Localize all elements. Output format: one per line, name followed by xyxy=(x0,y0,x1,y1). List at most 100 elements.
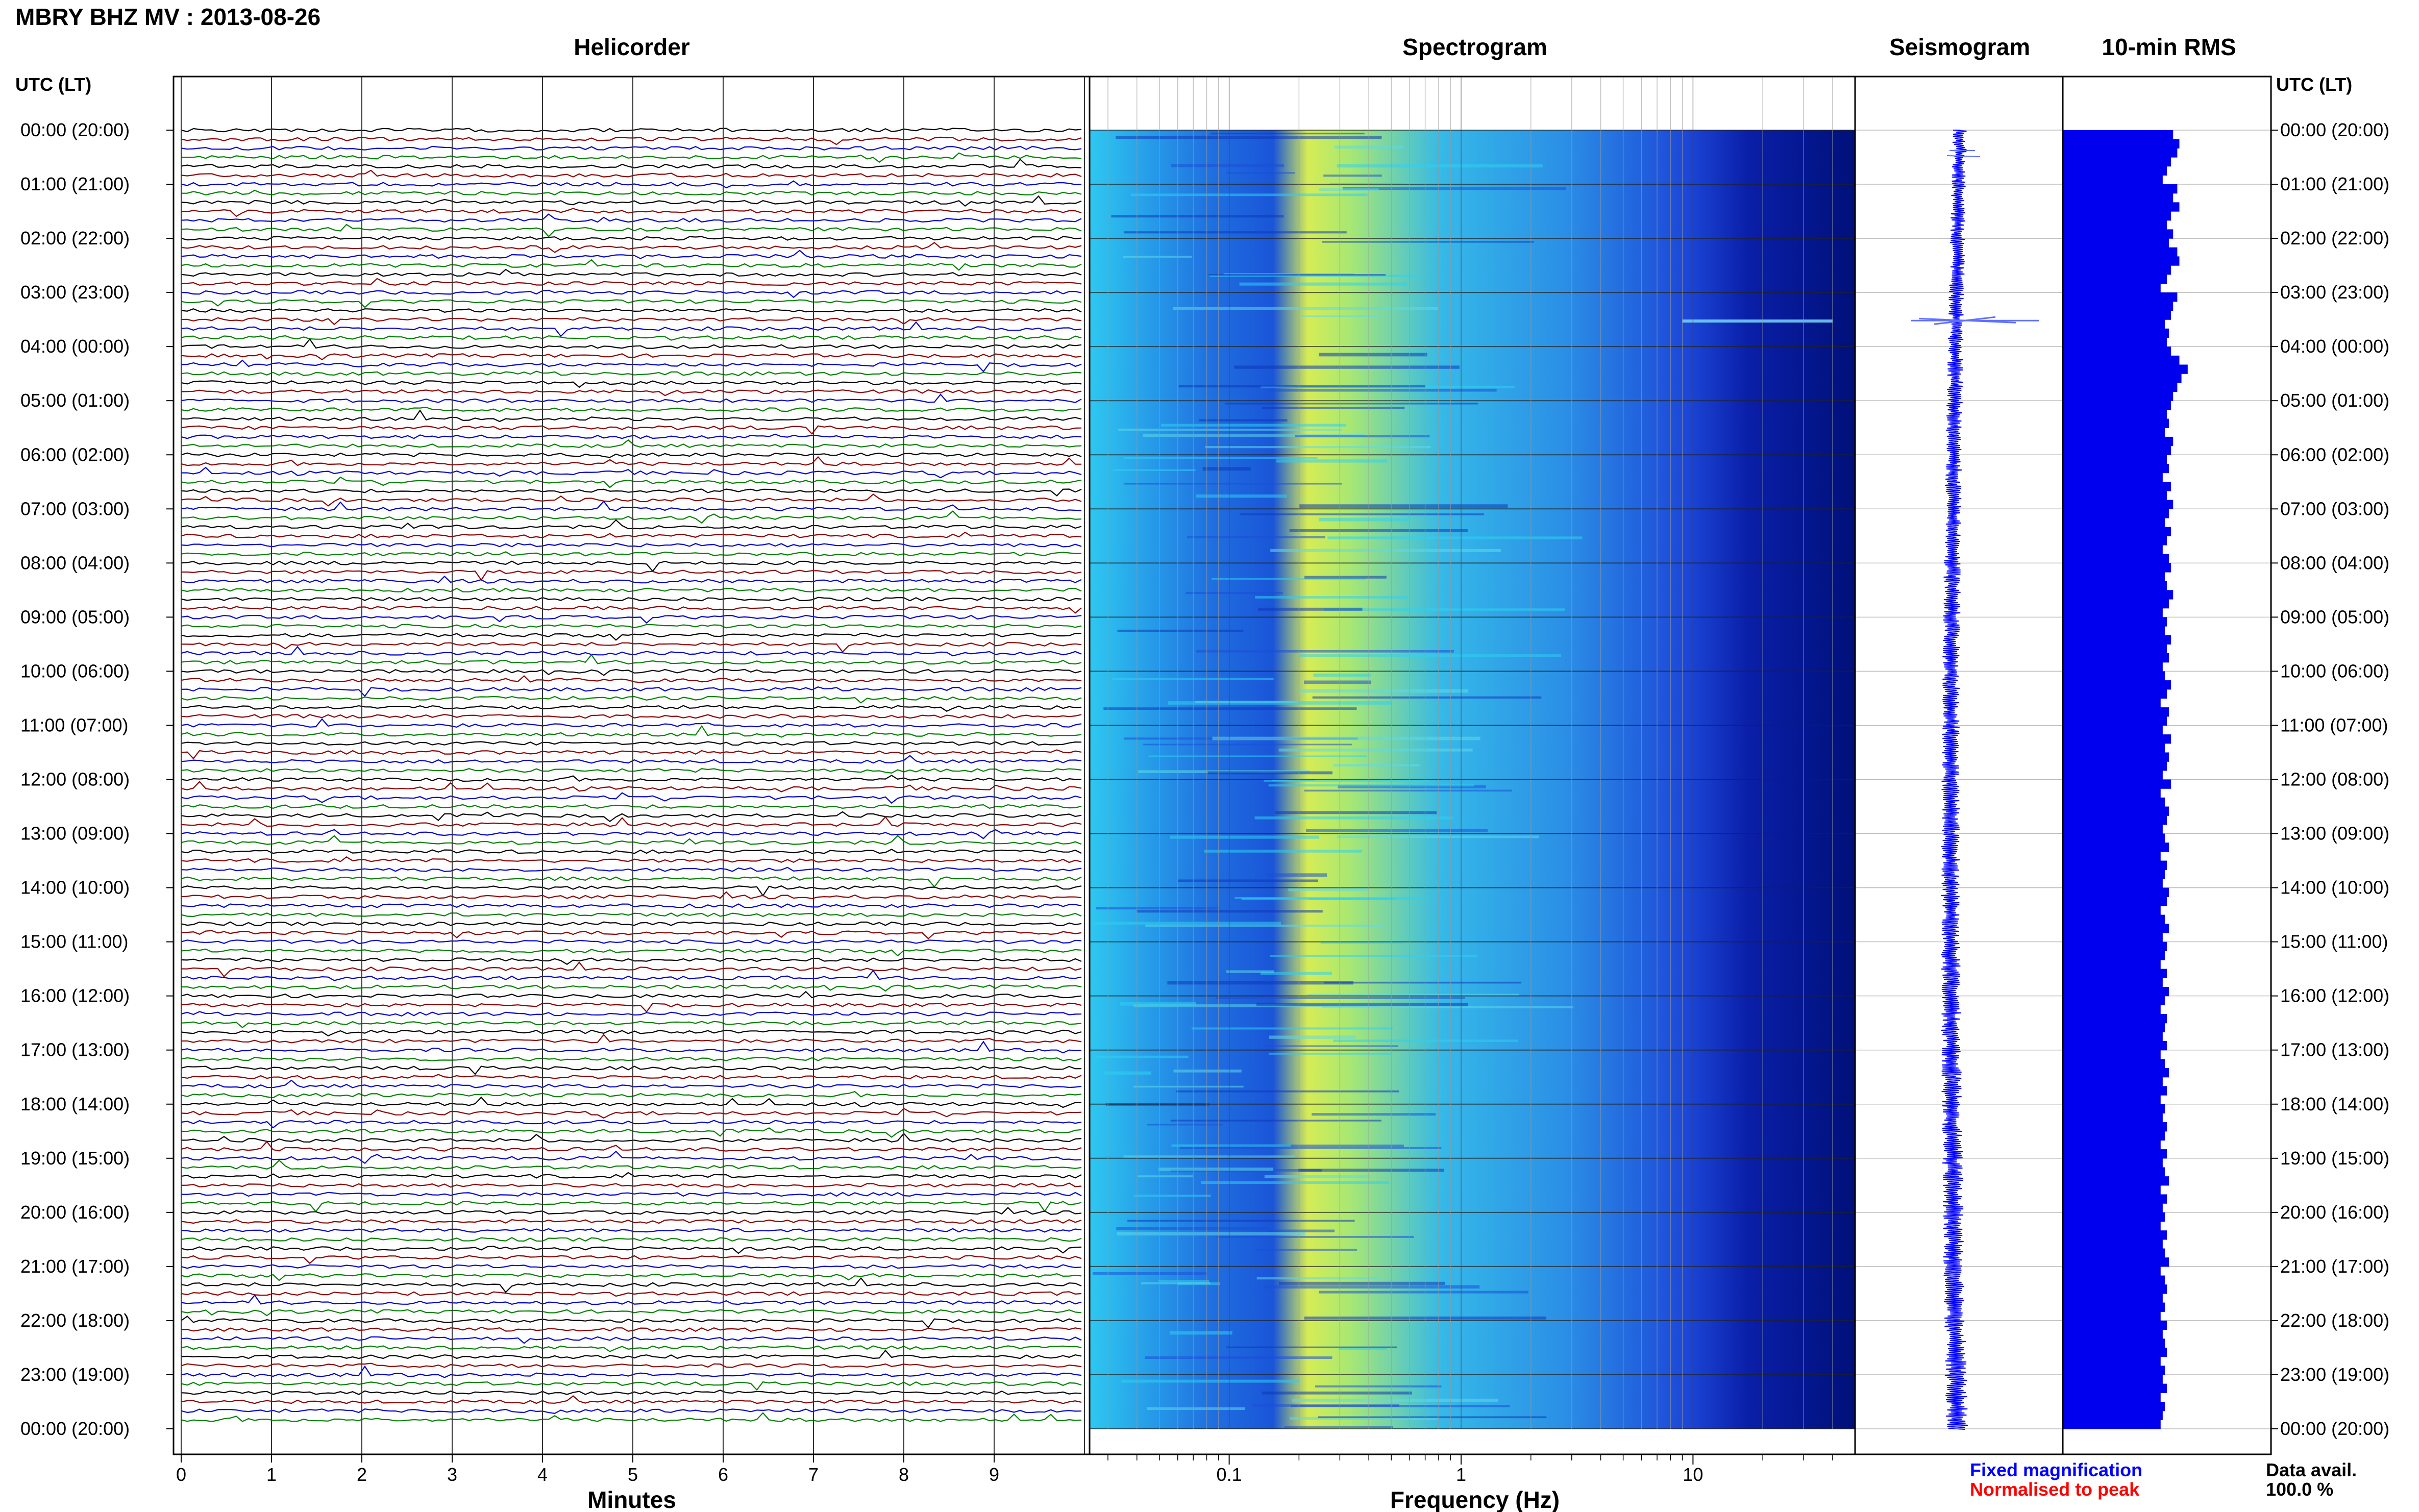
spectrogram-texture xyxy=(1208,274,1386,276)
time-tick-right: 16:00 (12:00) xyxy=(2280,985,2389,1006)
spectrogram-texture xyxy=(1195,701,1298,703)
rms-bar xyxy=(2063,401,2171,410)
rms-bar xyxy=(2063,1158,2163,1168)
time-tick-right: 00:00 (20:00) xyxy=(2280,1418,2389,1439)
helicorder-trace xyxy=(181,359,1082,373)
helicorder-trace xyxy=(181,775,1081,782)
rms-bar xyxy=(2063,455,2167,464)
rms-bar xyxy=(2063,897,2167,906)
axis-ticks: 00:00 (20:00) 00:00 (20:00) 01:00 (21:00) 0… xyxy=(20,119,2389,1485)
helicorder-trace xyxy=(181,551,1082,557)
rms-bar xyxy=(2063,996,2165,1005)
helicorder-trace xyxy=(181,1395,1082,1404)
rms-bar xyxy=(2063,1230,2167,1240)
spectrogram-texture xyxy=(1096,907,1220,910)
rms-bar xyxy=(2063,635,2171,645)
time-tick-left: 11:00 (07:00) xyxy=(20,714,128,735)
spectrogram-texture xyxy=(1145,924,1384,927)
rms-bar xyxy=(2063,761,2167,771)
helicorder-trace xyxy=(181,195,1082,207)
spectrogram-xlabel: Frequency (Hz) xyxy=(1390,1486,1560,1512)
spectrogram-texture xyxy=(1268,1229,1335,1232)
rms-bar xyxy=(2063,554,2169,563)
rms-bar xyxy=(2063,337,2167,347)
helicorder-trace xyxy=(181,169,1082,178)
seismogram-trace xyxy=(1911,130,2039,1430)
spectrogram-texture xyxy=(1235,897,1427,899)
helicorder-trace xyxy=(181,1079,1082,1088)
helicorder-trace xyxy=(181,569,1082,581)
time-tick-left: 16:00 (12:00) xyxy=(20,985,130,1006)
helicorder-trace xyxy=(181,1172,1082,1179)
rms-bar xyxy=(2063,544,2163,555)
helicorder-trace xyxy=(181,370,1082,377)
rms-bar xyxy=(2063,1032,2163,1042)
spectrogram-texture xyxy=(1307,994,1519,996)
rms-bar xyxy=(2063,382,2178,392)
helicorder-trace xyxy=(181,1326,1082,1332)
helicorder-traces xyxy=(181,128,1082,1422)
page-title: MBRY BHZ MV : 2013-08-26 xyxy=(15,4,321,30)
helicorder-trace xyxy=(181,1096,1082,1108)
spectrogram-texture xyxy=(1196,494,1288,498)
spectrogram-texture xyxy=(1191,1027,1393,1030)
spectrogram-texture xyxy=(1137,910,1323,913)
spectrogram-texture xyxy=(1278,748,1473,752)
helicorder-trace xyxy=(181,768,1082,774)
rms-bar xyxy=(2063,743,2165,753)
time-tick-right: 14:00 (10:00) xyxy=(2280,877,2389,898)
spectrogram-texture xyxy=(1264,780,1430,782)
spectrogram-texture xyxy=(1145,1356,1332,1359)
spectrogram-texture xyxy=(1138,1175,1193,1178)
helicorder-trace xyxy=(181,560,1082,573)
helicorder-trace xyxy=(181,1033,1082,1044)
spectrogram-texture xyxy=(1270,549,1501,552)
rms-bar xyxy=(2063,202,2180,212)
spectrogram-texture xyxy=(1093,922,1281,925)
spectrogram-texture xyxy=(1267,388,1497,392)
rms-bar xyxy=(2063,680,2171,690)
spectrogram-texture xyxy=(1257,607,1363,611)
spectrogram-texture xyxy=(1252,1404,1399,1407)
spectrogram-texture xyxy=(1256,1003,1469,1006)
rms-bar xyxy=(2063,1275,2165,1285)
helicorder-trace xyxy=(181,1345,1082,1352)
frequency-tick-label: 10 xyxy=(1683,1464,1703,1485)
spectrogram-texture xyxy=(1179,1147,1442,1150)
helicorder-trace xyxy=(181,224,1082,238)
spectrogram-texture xyxy=(1177,879,1319,882)
spectrogram-texture xyxy=(1319,1291,1528,1294)
helicorder-trace xyxy=(181,1336,1082,1344)
rms-bar xyxy=(2063,1014,2167,1024)
spectrogram-texture xyxy=(1147,1407,1245,1410)
time-tick-right: 10:00 (06:00) xyxy=(2280,660,2389,681)
helicorder-trace xyxy=(181,500,1082,511)
time-tick-left: 22:00 (18:00) xyxy=(20,1310,130,1331)
spectrogram-texture xyxy=(1170,835,1320,839)
helicorder-trace xyxy=(181,433,1082,439)
spectrogram-texture xyxy=(1324,981,1522,984)
helicorder-trace xyxy=(181,876,1082,888)
spectrogram-texture xyxy=(1234,365,1460,369)
time-tick-left: 23:00 (19:00) xyxy=(20,1364,130,1385)
spectrogram-texture xyxy=(1338,1347,1387,1350)
rms-bar xyxy=(2063,662,2163,672)
helicorder-trace xyxy=(181,885,1082,897)
spectrogram-texture xyxy=(1118,428,1343,431)
helicorder-trace xyxy=(181,633,1082,641)
rms-bar xyxy=(2063,256,2180,266)
rms-bar xyxy=(2063,924,2169,933)
rms-bar xyxy=(2063,770,2163,780)
helicorder-trace xyxy=(181,781,1082,792)
spectrogram-texture xyxy=(1260,972,1332,975)
helicorder-trace xyxy=(181,488,1082,497)
time-tick-left: 02:00 (22:00) xyxy=(20,228,130,249)
helicorder-trace xyxy=(181,1029,1082,1037)
rms-bar xyxy=(2063,779,2171,789)
spectrogram-texture xyxy=(1284,1426,1393,1428)
helicorder-trace xyxy=(181,321,1082,337)
rms-bar xyxy=(2063,445,2171,455)
helicorder-trace xyxy=(181,1291,1082,1297)
spectrogram-texture xyxy=(1123,1155,1295,1158)
spectrogram-texture xyxy=(1322,1006,1573,1008)
